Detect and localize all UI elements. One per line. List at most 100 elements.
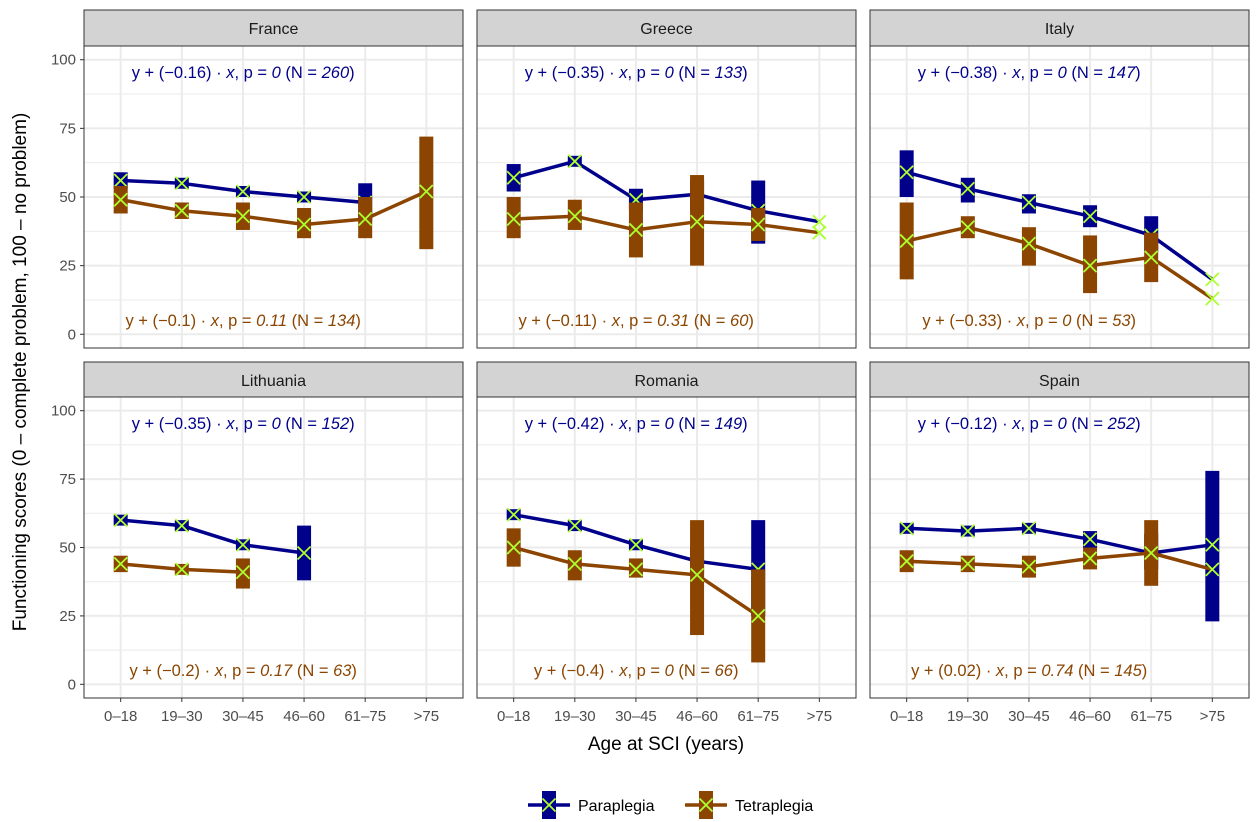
annotation-n: 252 bbox=[1107, 415, 1136, 433]
point-marker bbox=[235, 209, 251, 224]
annotation-prefix: y + (−0.38) · bbox=[918, 64, 1012, 82]
facet-panel: Lithuania 0 25 50 75 100 0–18 19–30 30–45 46–60 61… bbox=[51, 361, 464, 725]
annotation-p-text: , p = bbox=[219, 312, 256, 330]
annotation-p-text: , p = bbox=[1004, 662, 1041, 680]
point-marker bbox=[1144, 545, 1159, 561]
x-tick-label: 0–18 bbox=[890, 708, 923, 725]
point-marker bbox=[1144, 250, 1159, 265]
series-line bbox=[906, 551, 1213, 572]
regression-annotation: y + (−0.11) · x, p = 0.31 (N = 60) bbox=[518, 312, 753, 330]
point-marker bbox=[899, 554, 914, 569]
facet-strip bbox=[476, 9, 857, 47]
y-tick-label: 0 bbox=[68, 326, 76, 343]
y-tick-label: 25 bbox=[59, 608, 76, 625]
error-bar bbox=[899, 150, 914, 197]
point-marker bbox=[113, 192, 128, 207]
annotation-prefix: y + (−0.1) · bbox=[125, 312, 210, 330]
point-marker bbox=[567, 209, 582, 224]
facet-strip bbox=[476, 361, 857, 399]
annotation-close: ) bbox=[742, 64, 748, 82]
annotation-p-text: , p = bbox=[627, 662, 664, 680]
annotation-n: 145 bbox=[1114, 662, 1142, 680]
error-bar bbox=[960, 177, 975, 203]
point-marker bbox=[1021, 195, 1037, 210]
facet-title: Greece bbox=[640, 21, 693, 38]
annotation-p: 0 bbox=[272, 415, 282, 433]
point-marker bbox=[296, 217, 312, 232]
point-marker bbox=[628, 562, 644, 577]
annotation-close: ) bbox=[1142, 662, 1148, 680]
error-bar bbox=[1021, 227, 1036, 266]
x-tick-label: 46–60 bbox=[676, 708, 718, 725]
series-line bbox=[513, 159, 820, 224]
annotation-prefix: y + (−0.12) · bbox=[918, 415, 1012, 433]
regression-annotation: y + (−0.35) · x, p = 0 (N = 152) bbox=[132, 415, 355, 433]
regression-annotation: y + (−0.4) · x, p = 0 (N = 66) bbox=[534, 662, 739, 680]
annotation-n-text: (N = bbox=[1067, 64, 1108, 82]
x-tick-label: 0–18 bbox=[104, 708, 137, 725]
y-axis-title: Functioning scores (0 – complete problem… bbox=[10, 113, 31, 632]
series-para: y + (−0.35) · x, p = 0 (N = 133) bbox=[506, 64, 827, 244]
point-marker bbox=[751, 217, 766, 232]
point-marker bbox=[113, 556, 128, 572]
point-marker bbox=[899, 233, 914, 249]
x-tick-label: 61–75 bbox=[737, 708, 779, 725]
annotation-close: ) bbox=[748, 312, 754, 330]
regression-annotation: y + (−0.33) · x, p = 0 (N = 53) bbox=[922, 312, 1136, 330]
point-marker bbox=[960, 556, 975, 572]
annotation-p-text: , p = bbox=[627, 415, 664, 433]
point-marker bbox=[812, 225, 827, 240]
point-marker bbox=[358, 211, 373, 227]
annotation-n: 147 bbox=[1108, 64, 1136, 82]
panel-border bbox=[83, 396, 464, 699]
facet-title: Italy bbox=[1045, 21, 1074, 38]
point-marker bbox=[1205, 291, 1220, 306]
point-marker bbox=[235, 184, 251, 199]
annotation-p: 0 bbox=[665, 415, 675, 433]
facet-strip bbox=[869, 9, 1250, 47]
point-marker bbox=[506, 211, 521, 227]
regression-annotation: y + (−0.1) · x, p = 0.11 (N = 134) bbox=[125, 312, 360, 330]
error-bar bbox=[297, 207, 312, 239]
facet-strip bbox=[83, 9, 464, 47]
point-marker bbox=[174, 176, 189, 191]
facet-title: Romania bbox=[634, 373, 698, 390]
regression-annotation: y + (−0.42) · x, p = 0 (N = 149) bbox=[525, 415, 748, 433]
point-marker bbox=[1082, 551, 1098, 566]
x-tick-label: 30–45 bbox=[615, 708, 657, 725]
panel-border bbox=[869, 45, 1250, 349]
annotation-prefix: y + (−0.35) · bbox=[525, 64, 619, 82]
point-marker bbox=[506, 540, 521, 555]
annotation-x: x bbox=[1011, 64, 1021, 82]
annotation-x: x bbox=[1011, 415, 1021, 433]
annotation-prefix: y + (−0.2) · bbox=[129, 662, 214, 680]
annotation-p: 0 bbox=[1058, 415, 1068, 433]
point-marker bbox=[113, 512, 128, 528]
point-marker bbox=[1021, 559, 1037, 574]
series-line bbox=[120, 189, 428, 227]
annotation-n: 60 bbox=[730, 312, 749, 330]
series-line bbox=[120, 518, 305, 555]
annotation-n-text: (N = bbox=[689, 312, 730, 330]
facet-title: Spain bbox=[1039, 373, 1080, 390]
annotation-x: x bbox=[618, 415, 628, 433]
error-bar bbox=[690, 175, 705, 266]
series-para: y + (−0.16) · x, p = 0 (N = 260) bbox=[113, 64, 373, 222]
point-marker bbox=[296, 189, 312, 205]
annotation-p-text: , p = bbox=[620, 312, 657, 330]
annotation-x: x bbox=[618, 64, 628, 82]
series-para: y + (−0.12) · x, p = 0 (N = 252) bbox=[899, 415, 1220, 622]
x-tick-label: 30–45 bbox=[1008, 708, 1050, 725]
regression-annotation: y + (−0.12) · x, p = 0 (N = 252) bbox=[918, 415, 1141, 433]
x-tick-label: 61–75 bbox=[344, 708, 386, 725]
error-bar bbox=[235, 558, 250, 589]
facet-panel: Romania 0–18 19–30 30–45 46–60 61–75 >75 y + (−… bbox=[476, 361, 857, 725]
series-tetra: y + (−0.33) · x, p = 0 (N = 53) bbox=[899, 202, 1220, 330]
annotation-x: x bbox=[1016, 312, 1026, 330]
annotation-p-text: , p = bbox=[627, 64, 664, 82]
annotation-n: 53 bbox=[1112, 312, 1131, 330]
x-tick-label: 30–45 bbox=[222, 708, 264, 725]
point-marker bbox=[751, 608, 766, 624]
